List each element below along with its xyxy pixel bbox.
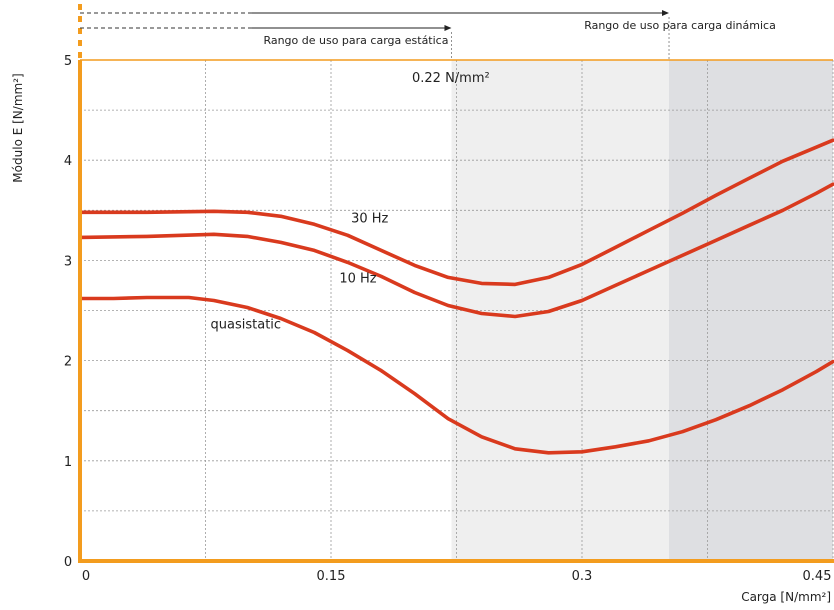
x-tick-label-3: 0.3 <box>572 569 593 584</box>
x-tick-label-2: 0.15 <box>317 569 346 584</box>
y-tick-label-3: 2 <box>64 355 72 370</box>
x-tick-label-1: 0 <box>82 569 90 584</box>
y-tick-label-6: 5 <box>64 54 72 69</box>
series-label-1: 30 Hz <box>351 211 388 226</box>
x-axis-label: Carga [N/mm²] <box>741 590 831 604</box>
series-label-3: quasistatic <box>211 318 282 333</box>
y-tick-label-1: 0 <box>64 555 72 570</box>
y-tick-label-2: 1 <box>64 455 72 470</box>
y-tick-label-5: 4 <box>64 154 72 169</box>
range-arrowhead-2 <box>662 10 670 16</box>
series-line-3 <box>78 295 834 455</box>
range-label-1: Rango de uso para carga estática <box>263 34 448 47</box>
chart-labels: 0.22 N/mm² Módulo E [N/mm²] Carga [N/mm²… <box>11 71 831 604</box>
series-layer: 30 Hz 10 Hz quasistatic <box>78 138 834 455</box>
range-label-2: Rango de uso para carga dinámica <box>584 19 776 32</box>
y-axis-label: Módulo E [N/mm²] <box>11 73 25 182</box>
x-tick-label-4: 0.45 <box>803 569 832 584</box>
threshold-annotation: 0.22 N/mm² <box>412 71 490 86</box>
series-line-1 <box>78 138 834 287</box>
range-arrowhead-1 <box>444 25 452 31</box>
y-tick-label-4: 3 <box>64 254 72 269</box>
usage-ranges: Rango de uso para carga estática Rango de… <box>80 10 776 60</box>
series-line-2 <box>78 182 834 319</box>
series-label-2: 10 Hz <box>339 271 376 286</box>
chart-axes: 0 1 2 3 4 5 0 0.15 0.3 0.45 <box>64 4 834 584</box>
